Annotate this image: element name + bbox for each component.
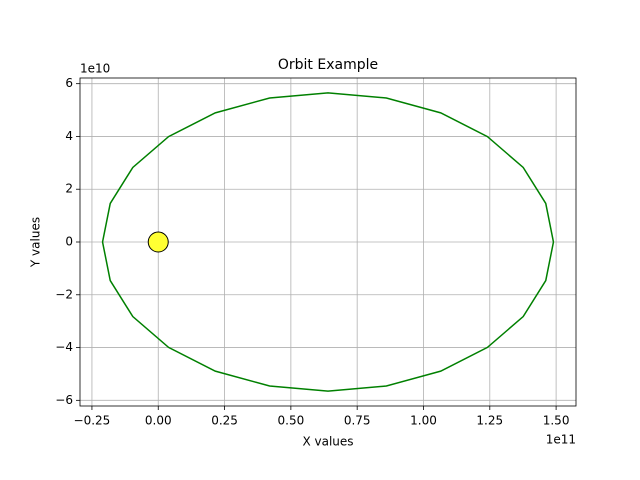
x-tick-label: 0.25 [211,414,238,428]
y-tick-label: 2 [65,182,73,196]
chart-title: Orbit Example [278,57,378,73]
plot-frame [79,77,577,407]
y-tick-label: −4 [55,340,73,354]
x-tick-label: 1.25 [476,414,503,428]
x-tick-label: 0.50 [278,414,305,428]
y-tick-label: 4 [65,129,73,143]
x-tick-label: −0.25 [74,414,111,428]
sun-point [147,231,169,253]
y-tick-label: 0 [65,235,73,249]
x-tick-label: 1.50 [543,414,570,428]
y-tick-label: −2 [55,287,73,301]
orbit-line [101,92,555,392]
x-tick-label: 0.00 [145,414,172,428]
y-tick-label: −6 [55,393,73,407]
y-offset: 1e10 [80,62,110,76]
x-offset: 1e11 [546,433,576,447]
y-tick-label: 6 [65,76,73,90]
x-tick-label: 0.75 [344,414,371,428]
y-axis-label: Y values [29,217,43,268]
x-tick-label: 1.00 [410,414,437,428]
x-axis-label: X values [302,435,353,449]
